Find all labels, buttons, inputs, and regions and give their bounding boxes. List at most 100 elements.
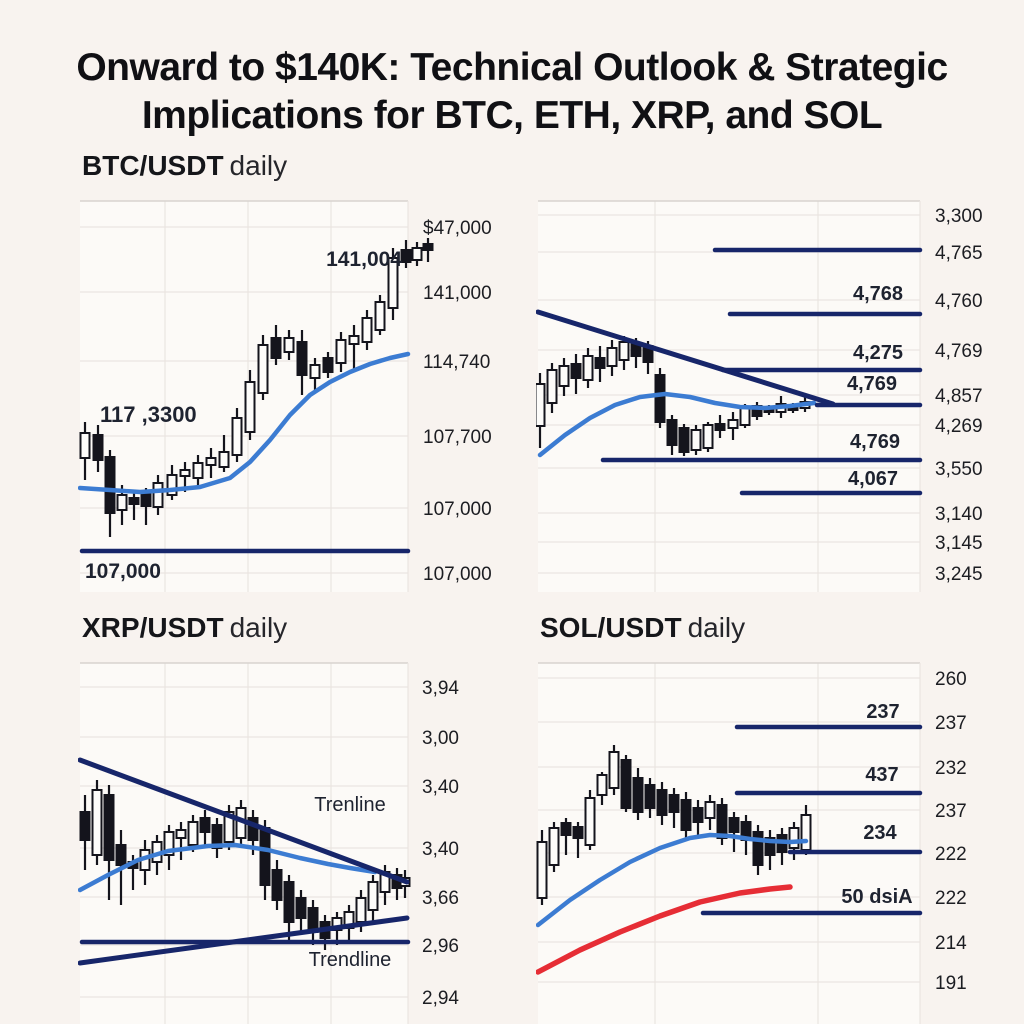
bullish-candle-body [187,821,199,846]
price-annotation: Trenline [314,794,386,816]
bearish-candle-body [644,784,656,809]
bearish-candle-body [764,837,776,856]
grid-lines [80,200,409,592]
axis-tick-label: 3,94 [422,678,459,699]
bearish-candle-body [103,794,115,861]
bullish-candle-body [690,429,702,451]
bullish-candle-body [244,381,256,433]
price-annotation: 4,275 [853,342,903,364]
bullish-candle-body [800,814,812,851]
axis-tick-label: 2,96 [422,936,459,957]
bullish-candle-body [152,482,164,508]
price-annotation: 437 [865,764,898,786]
bearish-candle-body [678,427,690,453]
axis-tick-label: 3,300 [935,206,983,227]
bearish-candle-body [271,869,283,901]
eth-candlestick-chart: 4,768 4,275 4,769 4,769 4,067 3,300 4,765 4,760… [536,200,983,592]
price-annotation: 4,769 [850,431,900,453]
bullish-candle-body [175,829,187,839]
bullish-candle-body [702,424,714,449]
bearish-candle-body [680,799,692,831]
bearish-candle-body [128,497,140,505]
bearish-candle-body [295,897,307,919]
bearish-candle-body [560,822,572,836]
bullish-candle-body [335,339,347,364]
axis-tick-label: 4,760 [935,291,983,312]
axis-tick-label: 3,00 [422,728,459,749]
bearish-candle-body [714,423,726,431]
plot-area [538,663,920,1024]
sol-timeframe-label: daily [687,612,746,643]
bullish-candle-body [546,369,558,404]
page-title-line2: Implications for BTC, ETH, XRP, and SOL [141,94,883,138]
bullish-candle-body [606,347,618,367]
ma-line-blue [536,832,809,928]
bullish-candle-body [704,801,716,819]
grid-lines [538,662,921,1024]
ma-line-blue [78,351,411,495]
axis-tick-label: 3,245 [935,564,983,585]
axis-tick-label: 3,40 [422,777,459,798]
bullish-candle-body [348,335,360,345]
bearish-candle-body [270,337,282,359]
bearish-candle-body [666,419,678,446]
page-title: Onward to $140K: Technical Outlook & Str… [0,44,1024,140]
chart-header-xrp: XRP/USDT daily [82,612,287,644]
grid-lines [538,200,921,592]
price-annotation: 234 [863,822,897,844]
page-title-line1: Onward to $140K: Technical Outlook & Str… [76,46,948,90]
bullish-candle-body [596,774,608,796]
price-annotation: 4,768 [853,283,903,305]
bullish-candle-body [166,474,178,496]
axis-tick-label: 3,145 [935,533,983,554]
axis-tick-label: 237 [935,801,967,822]
bearish-candle-body [92,434,104,461]
plot-area [80,663,408,1024]
xrp-timeframe-label: daily [229,612,288,643]
bullish-candle-body [179,469,191,477]
support-line [536,309,836,407]
candles [79,780,411,950]
price-annotation: 4,769 [847,373,897,395]
bullish-candle-body [584,797,596,846]
bullish-candle-body [309,364,321,379]
axis-tick-label: 4,857 [935,386,983,407]
bearish-candle-body [572,826,584,839]
plot-area [538,201,920,592]
axis-tick-label: 260 [935,669,967,690]
axis-tick-label: 4,765 [935,243,983,264]
axis-tick-label: 214 [935,933,967,954]
axis-tick-label: 4,769 [935,341,983,362]
bullish-candle-body [727,419,739,429]
ma-line-red [536,884,793,975]
bearish-candle-body [728,817,740,833]
axis-tick-label: 141,000 [423,283,492,304]
bearish-candle-body [594,357,606,369]
price-annotation: 117 ,3300 [100,402,197,427]
bearish-candle-body [283,881,295,923]
axis-tick-label: $47,000 [423,218,492,239]
bullish-candle-body [618,341,630,361]
bullish-candle-body [536,841,548,899]
bullish-candle-body [257,344,269,394]
bearish-candle-body [115,844,127,866]
candles [536,336,811,456]
bearish-candle-body [104,456,116,514]
bearish-candle-body [211,824,223,849]
axis-tick-label: 3,66 [422,888,459,909]
bearish-candle-body [654,374,666,423]
sol-candlestick-chart: 237 437 234 50 dsiA 260 237 232 237 222 222 214 191 [536,662,967,1024]
bullish-candle-body [91,789,103,856]
bullish-candle-body [192,462,204,479]
bearish-candle-body [247,817,259,841]
bullish-candle-body [355,897,367,923]
candles [536,745,812,905]
price-annotation: 237 [866,701,899,723]
ma-line-blue [537,391,817,458]
bearish-candle-body [422,243,434,251]
bearish-candle-body [656,789,668,816]
bullish-candle-body [367,881,379,911]
axis-tick-label: 222 [935,888,967,909]
bullish-candle-body [548,827,560,866]
bearish-candle-body [668,794,680,813]
